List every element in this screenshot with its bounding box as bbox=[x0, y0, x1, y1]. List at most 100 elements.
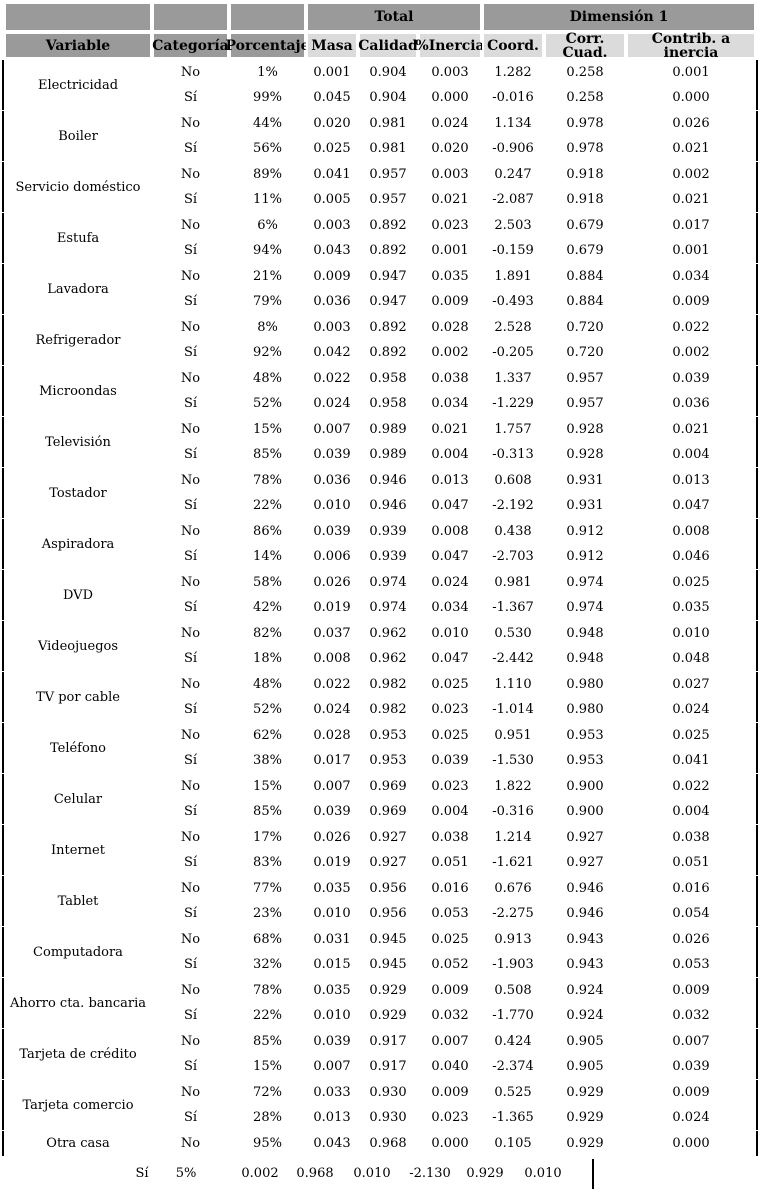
cell-contrib[interactable]: 0.024 bbox=[672, 702, 710, 717]
cell-calidad[interactable]: 0.974 bbox=[369, 600, 407, 615]
cell-inercia[interactable]: 0.038 bbox=[431, 830, 469, 845]
cell-porcentaje[interactable]: 92% bbox=[253, 345, 282, 360]
cell-categoria[interactable]: No bbox=[180, 422, 201, 437]
cell-corr[interactable]: 0.957 bbox=[566, 371, 604, 386]
cell-variable[interactable]: Aspiradora bbox=[41, 536, 115, 552]
cell-categoria[interactable]: Sí bbox=[183, 600, 198, 615]
cell-calidad[interactable]: 0.962 bbox=[369, 626, 407, 641]
cell-porcentaje[interactable]: 14% bbox=[253, 549, 282, 564]
cell-inercia[interactable]: 0.052 bbox=[431, 957, 469, 972]
cell-categoria[interactable]: Sí bbox=[183, 192, 198, 207]
cell-coord[interactable]: 1.134 bbox=[494, 116, 532, 131]
cell-inercia[interactable]: 0.047 bbox=[431, 651, 469, 666]
cell-porcentaje[interactable]: 77% bbox=[253, 881, 282, 896]
cell-coord[interactable]: -0.313 bbox=[492, 447, 534, 462]
cell-categoria[interactable]: No bbox=[180, 269, 201, 284]
cell-variable[interactable]: TV por cable bbox=[36, 689, 120, 705]
cell-calidad[interactable]: 0.946 bbox=[369, 498, 407, 513]
cell-categoria[interactable]: Sí bbox=[183, 90, 198, 105]
cell-corr[interactable]: 0.927 bbox=[566, 855, 604, 870]
cell-calidad[interactable]: 0.904 bbox=[369, 90, 407, 105]
cell-contrib[interactable]: 0.046 bbox=[672, 549, 710, 564]
cell-calidad[interactable]: 0.969 bbox=[369, 779, 407, 794]
cell-corr[interactable]: 0.980 bbox=[566, 677, 604, 692]
cell-masa[interactable]: 0.010 bbox=[313, 498, 351, 513]
cell-contrib[interactable]: 0.002 bbox=[672, 345, 710, 360]
cell-corr[interactable]: 0.931 bbox=[566, 498, 604, 513]
cell-inercia[interactable]: 0.001 bbox=[431, 243, 469, 258]
cell-masa[interactable]: 0.035 bbox=[313, 983, 351, 998]
cell-contrib[interactable]: 0.051 bbox=[672, 855, 710, 870]
cell-calidad[interactable]: 0.982 bbox=[369, 677, 407, 692]
cell-contrib[interactable]: 0.000 bbox=[672, 90, 710, 105]
cell-contrib[interactable]: 0.054 bbox=[672, 906, 710, 921]
cell-inercia[interactable]: 0.023 bbox=[431, 702, 469, 717]
cell-contrib[interactable]: 0.025 bbox=[672, 728, 710, 743]
cell-corr[interactable]: 0.900 bbox=[566, 804, 604, 819]
cell-calidad[interactable]: 0.930 bbox=[369, 1110, 407, 1125]
cell-corr[interactable]: 0.974 bbox=[566, 600, 604, 615]
cell-inercia[interactable]: 0.040 bbox=[431, 1059, 469, 1074]
cell-porcentaje[interactable]: 99% bbox=[253, 90, 282, 105]
cell-masa[interactable]: 0.036 bbox=[313, 294, 351, 309]
cell-contrib[interactable]: 0.000 bbox=[672, 1136, 710, 1151]
cell-contrib[interactable]: 0.026 bbox=[672, 932, 710, 947]
cell-calidad[interactable]: 0.939 bbox=[369, 524, 407, 539]
cell-corr[interactable]: 0.905 bbox=[566, 1059, 604, 1074]
cell-porcentaje[interactable]: 79% bbox=[253, 294, 282, 309]
cell-coord[interactable]: 1.757 bbox=[494, 422, 532, 437]
cell-variable[interactable]: Lavadora bbox=[47, 281, 109, 297]
cell-coord[interactable]: -0.016 bbox=[492, 90, 534, 105]
cell-corr[interactable]: 0.943 bbox=[566, 932, 604, 947]
cell-coord[interactable]: 1.110 bbox=[494, 677, 532, 692]
cell-masa[interactable]: 0.039 bbox=[313, 804, 351, 819]
cell-porcentaje[interactable]: 78% bbox=[253, 983, 282, 998]
cell-porcentaje[interactable]: 85% bbox=[253, 447, 282, 462]
cell-porcentaje[interactable]: 86% bbox=[253, 524, 282, 539]
cell-variable[interactable]: Internet bbox=[51, 842, 105, 858]
cell-masa[interactable]: 0.003 bbox=[313, 320, 351, 335]
cell-masa[interactable]: 0.001 bbox=[313, 65, 351, 80]
cell-corr[interactable]: 0.679 bbox=[566, 218, 604, 233]
cell-categoria[interactable]: Sí bbox=[183, 804, 198, 819]
cell-variable[interactable]: Teléfono bbox=[49, 740, 107, 756]
cell-categoria[interactable]: Sí bbox=[183, 957, 198, 972]
cell-categoria[interactable]: Sí bbox=[183, 396, 198, 411]
cell-inercia[interactable]: 0.047 bbox=[431, 549, 469, 564]
cell-categoria[interactable]: No bbox=[180, 932, 201, 947]
cell-masa[interactable]: 0.039 bbox=[313, 447, 351, 462]
cell-contrib[interactable]: 0.010 bbox=[672, 626, 710, 641]
cell-porcentaje[interactable]: 42% bbox=[253, 600, 282, 615]
cell-coord[interactable]: 1.337 bbox=[494, 371, 532, 386]
cell-masa[interactable]: 0.033 bbox=[313, 1085, 351, 1100]
cell-corr[interactable]: 0.980 bbox=[566, 702, 604, 717]
cell-masa[interactable]: 0.042 bbox=[313, 345, 351, 360]
cell-categoria[interactable]: No bbox=[180, 320, 201, 335]
cell-calidad[interactable]: 0.939 bbox=[369, 549, 407, 564]
cell-porcentaje[interactable]: 6% bbox=[257, 218, 278, 233]
cell-masa[interactable]: 0.017 bbox=[313, 753, 351, 768]
cell-inercia[interactable]: 0.016 bbox=[431, 881, 469, 896]
cell-corr[interactable]: 0.929 bbox=[566, 1085, 604, 1100]
cell-calidad[interactable]: 0.989 bbox=[369, 447, 407, 462]
cell-porcentaje[interactable]: 32% bbox=[253, 957, 282, 972]
cell-categoria[interactable]: No bbox=[180, 371, 201, 386]
cell-coord[interactable]: 0.438 bbox=[494, 524, 532, 539]
cell-masa[interactable]: 0.013 bbox=[313, 1110, 351, 1125]
cell-inercia[interactable]: 0.051 bbox=[431, 855, 469, 870]
cell-calidad[interactable]: 0.947 bbox=[369, 269, 407, 284]
cell-contrib[interactable]: 0.002 bbox=[672, 167, 710, 182]
cell-calidad[interactable]: 0.957 bbox=[369, 167, 407, 182]
cell-contrib[interactable]: 0.004 bbox=[672, 447, 710, 462]
cell-variable[interactable]: Tablet bbox=[57, 893, 99, 909]
cell-contrib[interactable]: 0.041 bbox=[672, 753, 710, 768]
cell-inercia[interactable]: 0.003 bbox=[431, 65, 469, 80]
cell-calidad[interactable]: 0.989 bbox=[369, 422, 407, 437]
cell-contrib[interactable]: 0.025 bbox=[672, 575, 710, 590]
cell-inercia[interactable]: 0.032 bbox=[431, 1008, 469, 1023]
cell-contrib[interactable]: 0.039 bbox=[672, 1059, 710, 1074]
cell-inercia[interactable]: 0.023 bbox=[431, 1110, 469, 1125]
cell-inercia[interactable]: 0.023 bbox=[431, 779, 469, 794]
cell-coord[interactable]: -2.087 bbox=[492, 192, 534, 207]
cell-inercia[interactable]: 0.039 bbox=[431, 753, 469, 768]
